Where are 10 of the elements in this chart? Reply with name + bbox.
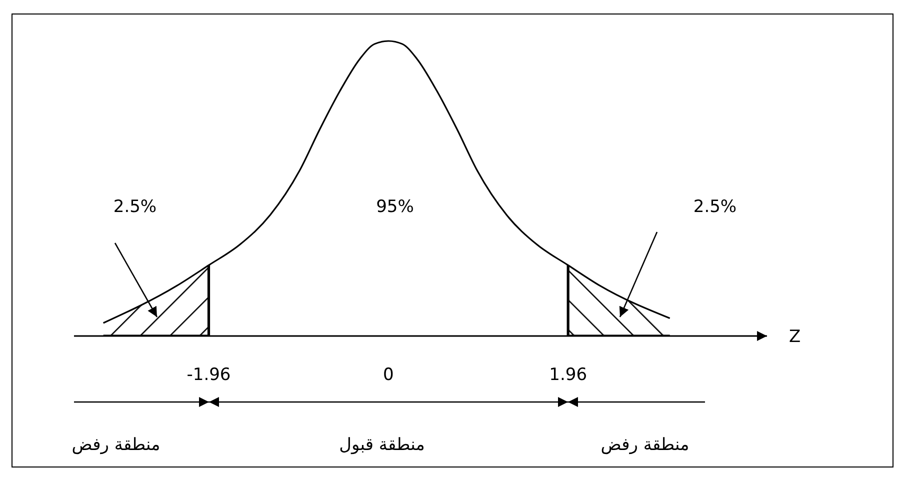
text: منطقة رفض bbox=[600, 435, 690, 455]
annotation: 2.5% bbox=[113, 197, 157, 217]
text: منطقة رفض bbox=[72, 435, 160, 455]
x-tick-label: 0 bbox=[383, 365, 394, 386]
x-tick-label: -1.96 bbox=[186, 365, 231, 386]
annotation: 95% bbox=[376, 197, 414, 217]
x-tick-label: 1.96 bbox=[549, 365, 588, 386]
annotation: 2.5% bbox=[693, 197, 737, 217]
x-axis-title: Z bbox=[789, 327, 801, 347]
text: منطقة قبول bbox=[339, 435, 425, 455]
